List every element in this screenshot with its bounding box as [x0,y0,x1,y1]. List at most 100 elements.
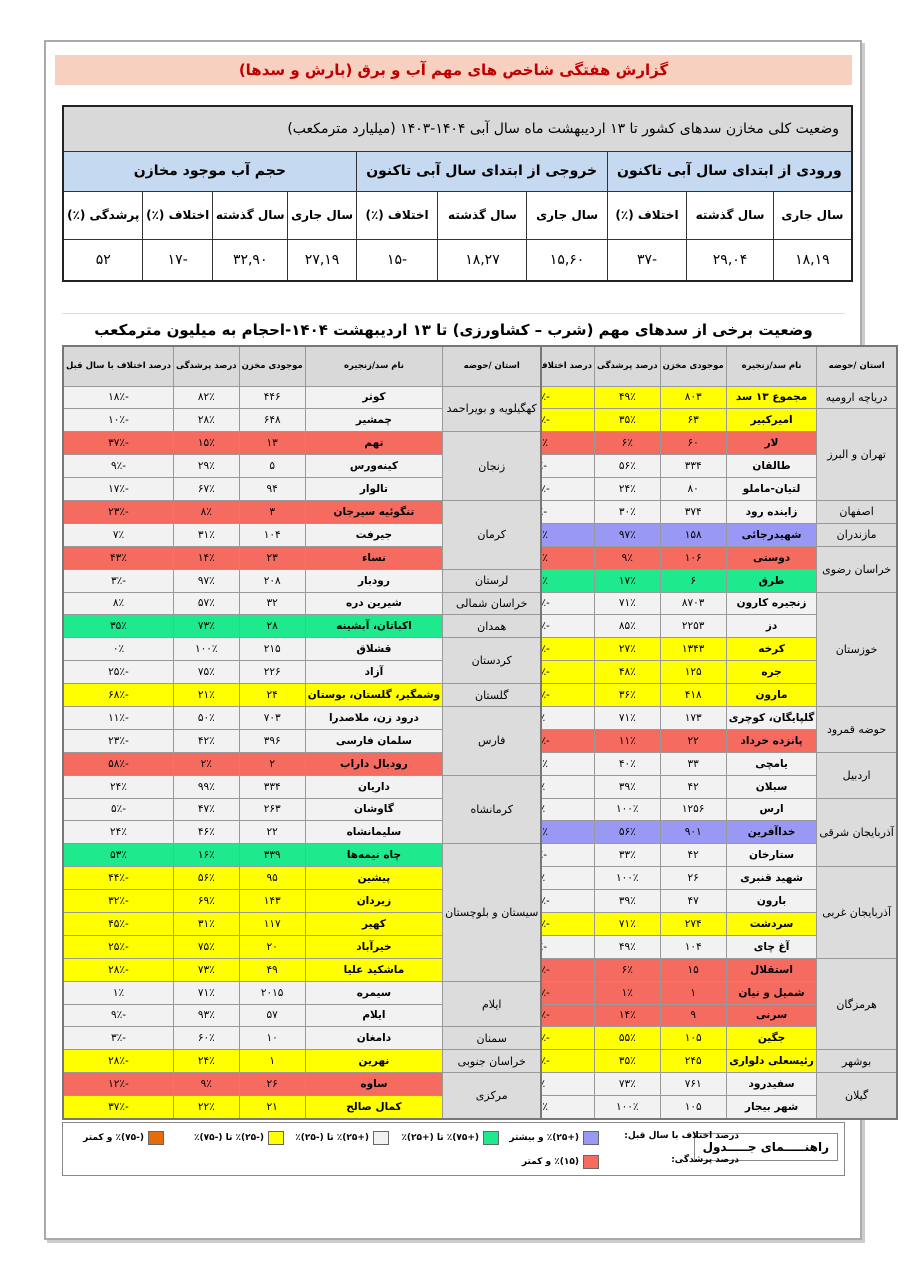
fill-percent: ۱۰۰٪ [593,1095,661,1119]
storage: ۲۸ [238,614,306,639]
dam-name: وشمگیر، گلستان، بوستان [304,683,444,707]
dam-name: ایلام [304,1003,444,1028]
storage: ۵ [238,454,306,479]
dam-name: نساء [304,545,444,570]
storage: ۱۳۴۳ [659,637,727,662]
fill-percent: ۳۱٪ [172,522,240,547]
storage: ۲۲ [238,820,306,845]
storage: ۴۲ [659,774,727,799]
fill-percent: ۱۰۰٪ [172,637,240,662]
storage: ۱۵ [659,957,727,982]
province-cell: فارس [442,705,542,776]
fill-percent: ۵۶٪ [593,820,661,845]
dam-name: لار [725,431,818,456]
storage: ۱۳ [238,431,306,456]
table-row: سلیمانشاه ۲۲ ۴۶٪ ۲۴٪ [62,820,541,845]
dam-name: دوستی [725,545,818,570]
fill-percent: ۷۵٪ [172,660,240,685]
fill-percent: ۳۹٪ [593,889,661,913]
dam-name: تالوار [304,477,444,501]
dam-name: ماشکید علیا [304,957,444,982]
storage: ۲۴ [238,683,306,707]
dam-name: رودبال داراب [304,751,444,776]
dams-table-right: استان /حوضه نام سد/زنجیره موجودی مخزن درصد … [483,345,898,1120]
dam-name: سلیمانشاه [304,820,444,845]
legend-swatch [268,1131,284,1145]
dam-name: کرخه [725,637,818,662]
fill-percent: ۱٪ [593,980,661,1005]
dam-name: استقلال [725,957,818,982]
storage: ۳۲ [238,591,306,616]
table-row: کرمانشاه داریان ۳۳۴ ۹۹٪ ۲۴٪ [62,774,542,845]
storage: ۱۷۳ [659,705,727,730]
fill-percent: ۵۰٪ [172,705,240,730]
summary-value: ۳۲,۹۰ [211,238,289,282]
dam-name: سلمان فارسی [304,728,444,753]
fill-percent: ۵۵٪ [593,1026,661,1051]
dam-name: دامغان [304,1026,444,1051]
table-row: کهگیلویه و بویراحمد کوثر ۴۴۶ ۸۲٪ -۱۸٪ [62,385,542,433]
storage: ۲۱ [238,1095,306,1119]
fill-percent: ۱۱٪ [593,728,661,753]
diff-percent: -۲۵٪ [62,660,174,685]
table-row: جیرفت ۱۰۴ ۳۱٪ ۷٪ [62,522,541,547]
legend: راهنـــــمای جـــــدول درصد اختلاف با سا… [62,1122,845,1176]
fill-percent: ۵۷٪ [172,591,240,616]
storage: ۲۰۸ [238,568,306,593]
diff-percent: ۵۳٪ [62,843,174,868]
storage: ۷۶۱ [659,1072,727,1097]
legend-swatch [483,1131,499,1145]
table-row: خیرآباد ۲۰ ۷۵٪ -۲۵٪ [62,934,541,959]
summary-value: ۱۸,۲۷ [437,238,528,282]
report-title: گزارش هفتگی شاخص های مهم آب و برق (بارش … [55,55,852,85]
storage: ۳۳ [659,751,727,776]
subheader: سال گذشته [437,190,528,240]
storage: ۶۳ [659,408,727,433]
province-cell: کهگیلویه و بویراحمد [442,385,542,433]
fill-percent: ۴۶٪ [172,820,240,845]
table-row: لرستان رودبار ۲۰۸ ۹۷٪ -۳٪ [62,568,542,593]
dam-name: کمال صالح [304,1095,444,1119]
province-cell: کردستان [442,637,542,685]
storage: ۴۷ [659,889,727,913]
table-row: ایلام ۵۷ ۹۳٪ -۹٪ [62,1003,541,1028]
diff-percent: ۸٪ [62,591,174,616]
fill-percent: ۲۸٪ [172,408,240,433]
table-row: مرکزی ساوه ۲۶ ۹٪ -۱۲٪ [62,1072,542,1119]
fill-percent: ۳۹٪ [593,774,661,799]
fill-percent: ۶٪ [593,957,661,982]
dam-name: شیرین دره [304,591,444,616]
dam-name: ارس [725,797,818,822]
fill-percent: ۹۹٪ [172,774,240,799]
diff-percent: -۲۵٪ [62,934,174,959]
dam-name: رئیسعلی دلواری [725,1049,818,1074]
legend-item: (+۷۵)٪ تا (+۲۵)٪ [401,1131,499,1145]
dam-name: ستارخان [725,843,818,868]
subheader: سال جاری [287,190,357,240]
fill-percent: ۱۴٪ [593,1003,661,1028]
legend-text: (+۷۵)٪ تا (+۲۵)٪ [401,1133,479,1143]
fill-percent: ۷۱٪ [593,911,661,936]
legend-item: (+۲۵)٪ تا (-۲۵)٪ [295,1131,389,1145]
header-row: استان /حوضه نام سد/زنجیره موجودی مخزن درصد … [483,345,898,387]
subheader: سال گذشته [686,190,774,240]
province-cell: خراسان شمالی [442,591,542,616]
diff-percent: -۶۸٪ [62,683,174,707]
province-cell: خراسان رضوی [816,545,898,593]
fill-percent: ۷۵٪ [172,934,240,959]
storage: ۳۹۶ [238,728,306,753]
storage: ۹۴ [238,477,306,501]
dam-name: گاوشان [304,797,444,822]
fill-percent: ۹۷٪ [172,568,240,593]
storage: ۶۰ [659,431,727,456]
table-row: کمال صالح ۲۱ ۲۲٪ -۳۷٪ [62,1095,541,1119]
province-cell: مرکزی [442,1072,542,1119]
storage: ۱۰۶ [659,545,727,570]
dam-name: جگین [725,1026,818,1051]
fill-percent: ۷۳٪ [172,957,240,982]
diff-percent: ۴۳٪ [62,545,174,570]
storage: ۲۶ [238,1072,306,1097]
